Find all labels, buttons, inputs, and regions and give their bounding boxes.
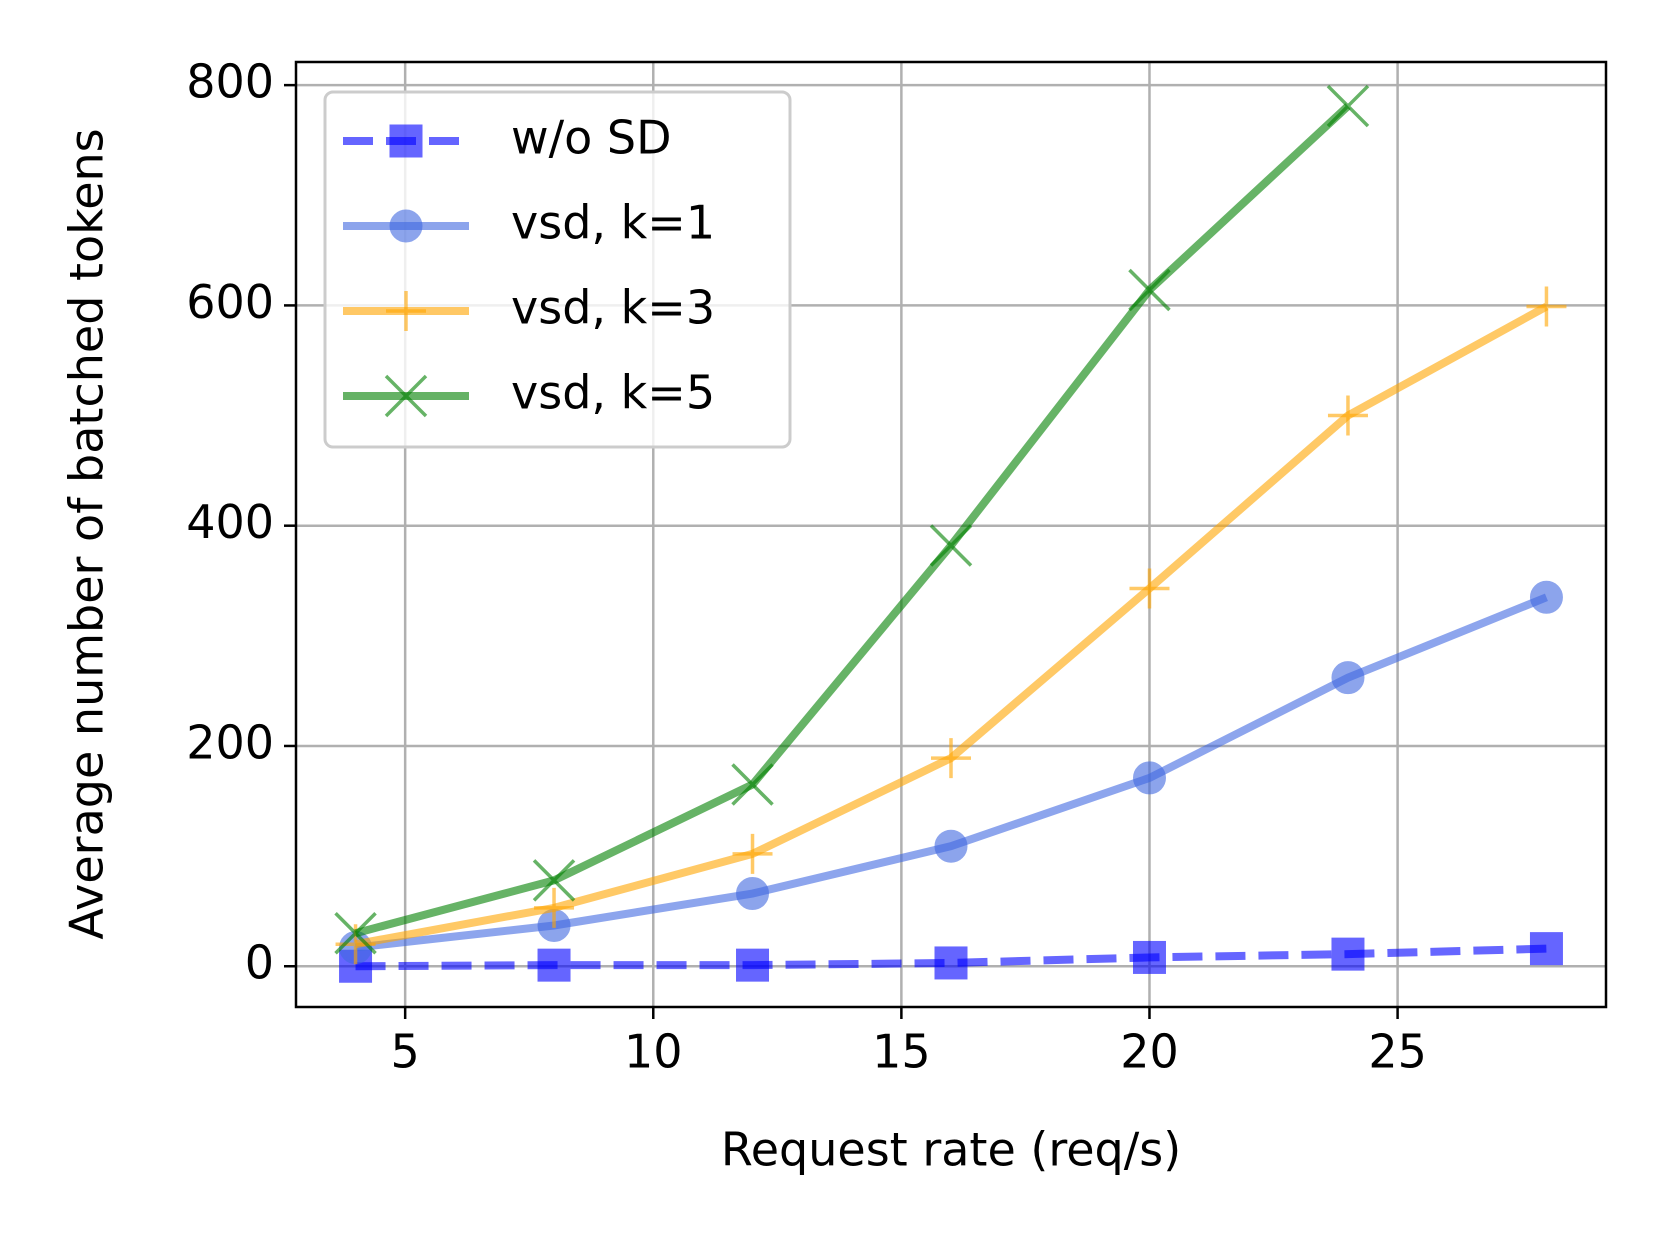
marker [389, 124, 423, 158]
y-tick-label: 600 [186, 275, 274, 329]
y-tick-label: 400 [186, 495, 274, 549]
x-tick-label: 15 [872, 1025, 931, 1079]
marker [1326, 84, 1370, 128]
y-tick-label: 200 [186, 715, 274, 769]
marker [929, 524, 973, 567]
marker [1331, 661, 1365, 695]
marker [1526, 286, 1567, 327]
y-tick-label: 0 [245, 936, 274, 990]
marker [731, 763, 774, 806]
x-axis-label: Request rate (req/s) [721, 1123, 1181, 1177]
marker [934, 829, 968, 863]
marker [384, 374, 428, 418]
legend-label: vsd, k=1 [511, 196, 715, 250]
x-tick-label: 25 [1368, 1025, 1427, 1079]
y-axis-label: Average number of batched tokens [60, 128, 114, 939]
marker [1132, 940, 1166, 974]
x-tick-label: 5 [391, 1025, 420, 1079]
marker [1529, 932, 1563, 966]
legend-label: vsd, k=5 [511, 366, 715, 420]
x-tick-label: 20 [1120, 1025, 1179, 1079]
marker [1128, 268, 1171, 312]
marker [934, 946, 968, 980]
marker [736, 877, 770, 911]
marker [532, 859, 576, 902]
x-tick-label: 10 [624, 1025, 683, 1079]
y-tick-label: 800 [186, 55, 274, 109]
legend-box [323, 90, 792, 449]
marker [1529, 580, 1563, 614]
series-line [354, 103, 1351, 938]
marker [389, 209, 423, 243]
marker [1132, 761, 1166, 795]
marker [334, 911, 377, 955]
marker [1331, 937, 1365, 971]
marker [931, 738, 971, 779]
legend-label: vsd, k=3 [511, 281, 715, 335]
marker [1129, 568, 1170, 609]
marker [1327, 395, 1368, 436]
legend-label: w/o SD [511, 111, 672, 165]
marker [537, 948, 571, 982]
marker [732, 833, 773, 874]
marker [386, 291, 426, 331]
marker [534, 887, 575, 928]
plot-frame [294, 60, 1608, 1009]
marker [736, 948, 770, 982]
